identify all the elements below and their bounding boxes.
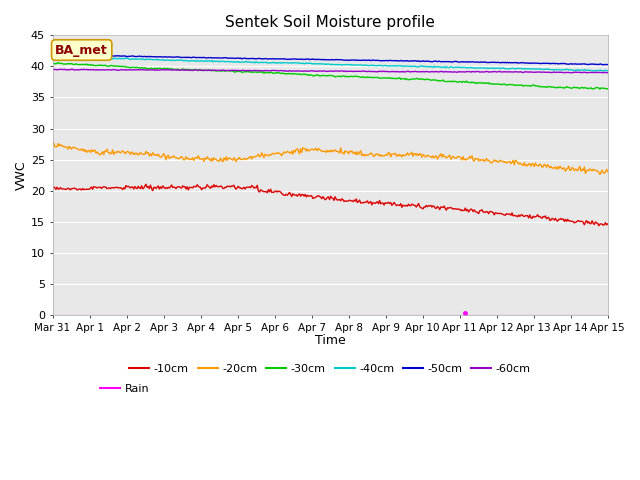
Rain — [591, 312, 598, 318]
-40cm — [314, 61, 321, 67]
-20cm — [596, 171, 604, 177]
Line: -10cm: -10cm — [52, 184, 608, 226]
Rain — [349, 312, 356, 318]
-30cm — [317, 73, 324, 79]
Line: -30cm: -30cm — [52, 62, 608, 89]
-30cm — [54, 60, 62, 65]
Rain — [504, 312, 511, 318]
-30cm — [591, 85, 599, 91]
-50cm — [350, 57, 358, 63]
-60cm — [598, 70, 606, 76]
X-axis label: Time: Time — [315, 334, 346, 347]
-60cm — [314, 68, 321, 74]
-20cm — [316, 146, 323, 152]
-50cm — [76, 52, 83, 58]
-20cm — [591, 167, 598, 173]
Line: -40cm: -40cm — [52, 57, 608, 71]
-60cm — [68, 66, 76, 72]
-30cm — [350, 74, 358, 80]
-20cm — [349, 150, 356, 156]
-60cm — [591, 70, 599, 75]
-40cm — [600, 68, 607, 74]
-60cm — [350, 68, 358, 74]
Title: Sentek Soil Moisture profile: Sentek Soil Moisture profile — [225, 15, 435, 30]
-10cm — [595, 223, 603, 228]
Text: BA_met: BA_met — [55, 44, 108, 57]
-30cm — [49, 60, 56, 66]
-20cm — [49, 140, 56, 145]
-40cm — [591, 68, 599, 73]
-10cm — [380, 202, 388, 208]
-50cm — [317, 57, 324, 62]
-10cm — [142, 181, 150, 187]
-40cm — [505, 66, 513, 72]
-60cm — [380, 68, 388, 74]
-30cm — [380, 75, 388, 81]
-30cm — [596, 86, 604, 92]
Y-axis label: VWC: VWC — [15, 160, 28, 190]
-10cm — [317, 194, 324, 200]
Line: -20cm: -20cm — [52, 143, 608, 174]
Rain — [316, 312, 323, 318]
-50cm — [380, 58, 388, 64]
-50cm — [314, 56, 321, 62]
-40cm — [380, 63, 388, 69]
-10cm — [505, 211, 513, 217]
Rain — [604, 312, 612, 318]
-50cm — [600, 62, 607, 68]
-10cm — [591, 219, 599, 225]
Rain — [312, 312, 320, 318]
-40cm — [62, 54, 70, 60]
-50cm — [505, 60, 513, 66]
-60cm — [49, 66, 56, 72]
Line: -50cm: -50cm — [52, 55, 608, 65]
-40cm — [350, 62, 358, 68]
-40cm — [604, 68, 612, 74]
-50cm — [604, 62, 612, 68]
-20cm — [312, 145, 320, 151]
-20cm — [379, 153, 387, 158]
-10cm — [314, 193, 321, 199]
Legend: Rain: Rain — [96, 379, 154, 398]
-30cm — [505, 82, 513, 87]
-40cm — [49, 54, 56, 60]
-30cm — [604, 86, 612, 92]
-60cm — [505, 69, 513, 75]
-10cm — [604, 221, 612, 227]
-50cm — [591, 61, 599, 67]
Rain — [49, 312, 56, 318]
-60cm — [604, 70, 612, 76]
Line: -60cm: -60cm — [52, 69, 608, 73]
-10cm — [350, 197, 358, 203]
-10cm — [49, 184, 56, 190]
-50cm — [49, 52, 56, 58]
-20cm — [504, 159, 511, 165]
-40cm — [317, 61, 324, 67]
-60cm — [317, 68, 324, 74]
Rain — [379, 312, 387, 318]
-30cm — [314, 72, 321, 78]
-20cm — [604, 168, 612, 174]
